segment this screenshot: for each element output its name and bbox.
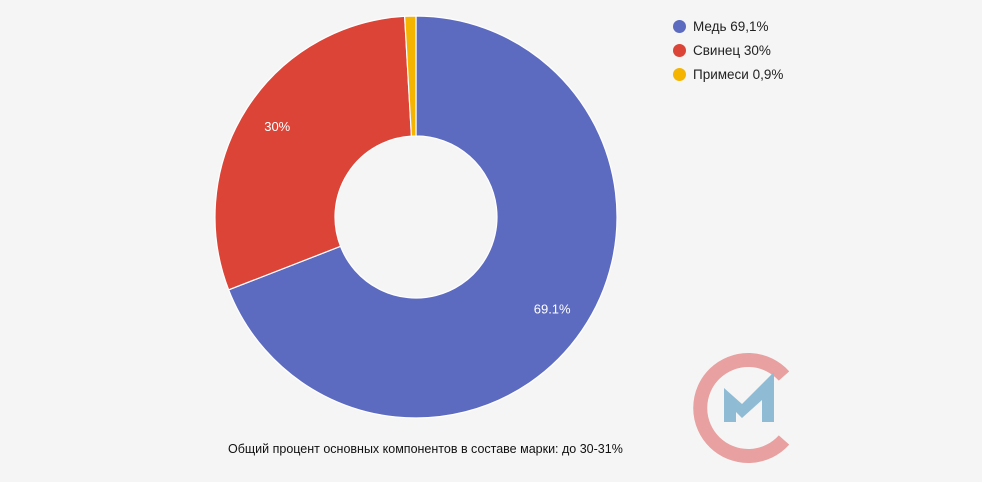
donut-slice-lead[interactable]	[214, 15, 413, 291]
legend-item-impurities[interactable]: Примеси 0,9%	[673, 62, 783, 86]
legend-label-impurities: Примеси 0,9%	[693, 66, 784, 82]
brand-logo	[693, 353, 790, 463]
legend-swatch-copper	[673, 19, 686, 33]
legend-swatch-impurities	[673, 67, 686, 81]
legend-item-copper[interactable]: Медь 69,1%	[673, 14, 783, 38]
donut-slice-copper[interactable]	[227, 15, 618, 419]
chart-caption: Общий процент основных компонентов в сос…	[228, 442, 623, 456]
legend-label-lead: Свинец 30%	[693, 42, 771, 58]
slice-label-lead: 30%	[264, 119, 290, 134]
legend-item-lead[interactable]: Свинец 30%	[673, 38, 783, 62]
donut-slice-impurities[interactable]	[404, 15, 417, 137]
slice-label-copper: 69.1%	[534, 302, 571, 317]
logo-m-mark	[724, 372, 774, 422]
logo-ring	[693, 353, 790, 463]
legend-swatch-lead	[673, 43, 686, 57]
chart-legend: Медь 69,1% Свинец 30% Примеси 0,9%	[673, 14, 783, 86]
legend-label-copper: Медь 69,1%	[693, 18, 769, 34]
